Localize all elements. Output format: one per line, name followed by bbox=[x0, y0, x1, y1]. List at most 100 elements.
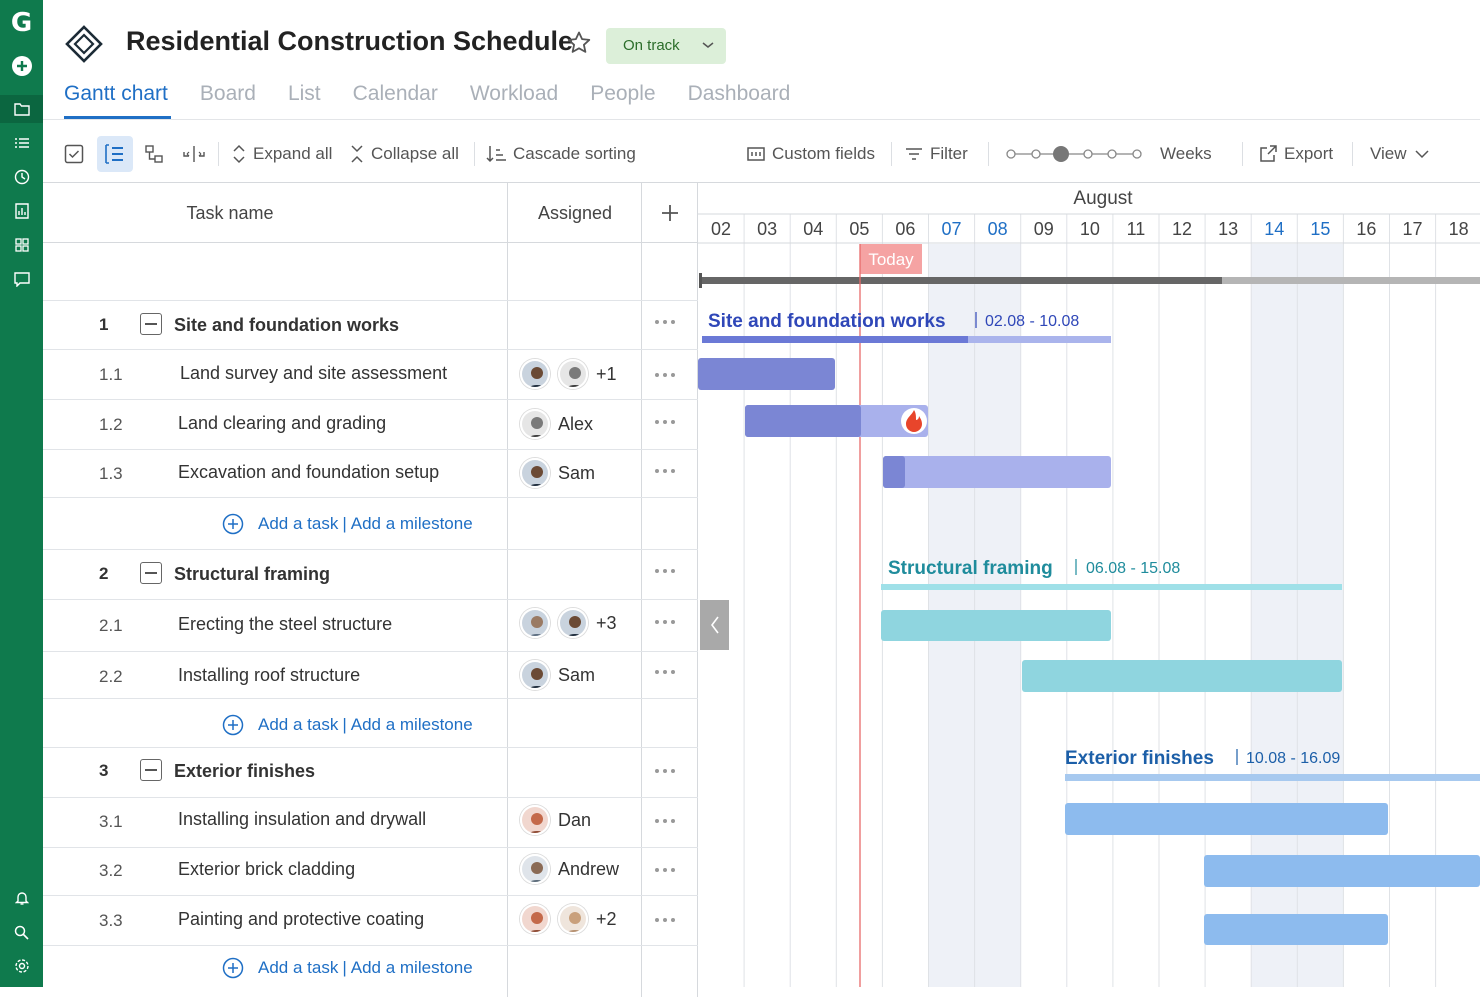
row-menu-button[interactable] bbox=[655, 916, 683, 924]
task-name[interactable]: Exterior brick cladding bbox=[178, 859, 356, 879]
link-separator: | bbox=[342, 958, 347, 977]
assignees[interactable]: Sam bbox=[520, 659, 595, 691]
day-label: 04 bbox=[803, 219, 823, 239]
row-separator bbox=[43, 651, 698, 652]
search-icon[interactable] bbox=[0, 918, 43, 946]
reports-icon[interactable] bbox=[0, 197, 43, 225]
favorite-star-icon[interactable] bbox=[566, 30, 592, 56]
add-column-button[interactable] bbox=[642, 183, 698, 243]
assignees[interactable]: Andrew bbox=[520, 853, 619, 885]
avatar bbox=[520, 458, 550, 488]
row-menu-button[interactable] bbox=[655, 817, 683, 825]
wbs-icon[interactable] bbox=[97, 136, 133, 172]
task-name[interactable]: Installing insulation and drywall bbox=[178, 809, 427, 829]
row-menu-button[interactable] bbox=[655, 567, 683, 575]
tab-board[interactable]: Board bbox=[199, 82, 256, 105]
collapse-grid-handle[interactable] bbox=[700, 600, 729, 650]
custom-fields-button[interactable]: Custom fields bbox=[746, 136, 875, 172]
assignees[interactable]: Sam bbox=[520, 457, 595, 489]
projects-icon[interactable] bbox=[0, 95, 43, 123]
row-menu-button[interactable] bbox=[655, 767, 683, 775]
group-name[interactable]: Structural framing bbox=[174, 564, 331, 584]
assignees[interactable]: +1 bbox=[520, 358, 617, 390]
select-checkbox-icon[interactable] bbox=[56, 136, 92, 172]
task-bar[interactable] bbox=[1022, 660, 1342, 692]
task-name[interactable]: Excavation and foundation setup bbox=[178, 462, 440, 482]
add-milestone-link[interactable]: Add a milestone bbox=[350, 958, 473, 977]
export-label: Export bbox=[1284, 144, 1334, 163]
row-menu-button[interactable] bbox=[655, 371, 683, 379]
task-name[interactable]: Painting and protective coating bbox=[178, 909, 425, 929]
export-button[interactable]: Export bbox=[1258, 136, 1333, 172]
task-bar[interactable] bbox=[1204, 855, 1480, 887]
add-circle-icon[interactable] bbox=[222, 957, 244, 979]
column-divider bbox=[641, 183, 642, 997]
row-menu-button[interactable] bbox=[655, 418, 683, 426]
task-name[interactable]: Land survey and site assessment bbox=[180, 363, 448, 383]
app-rail: G bbox=[0, 0, 43, 987]
add-task-link[interactable]: Add a task bbox=[258, 514, 339, 533]
row-menu-button[interactable] bbox=[655, 467, 683, 475]
tab-people[interactable]: People bbox=[590, 82, 656, 105]
chat-icon[interactable] bbox=[0, 265, 43, 293]
add-task-link[interactable]: Add a task bbox=[258, 715, 339, 734]
tab-list[interactable]: List bbox=[287, 82, 321, 105]
expand-all-button[interactable]: Expand all bbox=[231, 136, 332, 172]
day-label: 14 bbox=[1264, 219, 1284, 239]
task-bar[interactable] bbox=[1065, 803, 1388, 835]
hierarchy-icon[interactable] bbox=[136, 136, 172, 172]
row-separator bbox=[43, 698, 698, 699]
assignees[interactable]: Dan bbox=[520, 804, 591, 836]
tab-workload[interactable]: Workload bbox=[469, 82, 559, 105]
zoom-slider-track[interactable] bbox=[1004, 144, 1144, 164]
cascade-sorting-button[interactable]: Cascade sorting bbox=[485, 136, 636, 172]
add-circle-icon[interactable] bbox=[222, 513, 244, 535]
collapse-all-button[interactable]: Collapse all bbox=[349, 136, 459, 172]
row-menu-button[interactable] bbox=[655, 866, 683, 874]
tab-dashboard[interactable]: Dashboard bbox=[687, 82, 791, 105]
task-name[interactable]: Erecting the steel structure bbox=[178, 614, 393, 634]
add-milestone-link[interactable]: Add a milestone bbox=[350, 715, 473, 734]
group-name[interactable]: Exterior finishes bbox=[174, 761, 316, 781]
task-name[interactable]: Installing roof structure bbox=[178, 665, 361, 685]
column-header-task-name[interactable]: Task name bbox=[186, 202, 274, 223]
task-bar[interactable] bbox=[1204, 914, 1388, 945]
gantt-group-range: 02.08 - 10.08 bbox=[985, 313, 1079, 330]
assignees[interactable]: Alex bbox=[520, 408, 593, 440]
avatar bbox=[558, 359, 588, 389]
task-name[interactable]: Land clearing and grading bbox=[178, 413, 387, 433]
filter-button[interactable]: Filter bbox=[904, 136, 968, 172]
row-menu-button[interactable] bbox=[655, 668, 683, 676]
add-circle-icon[interactable] bbox=[222, 714, 244, 736]
notifications-icon[interactable] bbox=[0, 884, 43, 912]
column-header-assigned[interactable]: Assigned bbox=[537, 202, 613, 223]
collapse-group-button[interactable] bbox=[140, 759, 162, 781]
collapse-group-button[interactable] bbox=[140, 562, 162, 584]
task-bar[interactable] bbox=[698, 358, 835, 390]
expand-icon bbox=[233, 144, 245, 164]
add-task-link[interactable]: Add a task bbox=[258, 958, 339, 977]
zoom-slider[interactable]: Weeks bbox=[1004, 136, 1212, 172]
task-bar[interactable] bbox=[881, 610, 1111, 641]
toolbar-separator bbox=[474, 142, 475, 166]
column-resize-icon[interactable] bbox=[176, 136, 212, 172]
status-dropdown[interactable]: On track bbox=[606, 28, 726, 64]
view-dropdown[interactable]: View bbox=[1370, 136, 1435, 172]
settings-icon[interactable] bbox=[0, 952, 43, 980]
assignees[interactable]: +3 bbox=[520, 607, 617, 639]
row-menu-button[interactable] bbox=[655, 318, 683, 326]
tab-calendar[interactable]: Calendar bbox=[352, 82, 438, 105]
group-name[interactable]: Site and foundation works bbox=[174, 315, 400, 335]
create-icon[interactable] bbox=[0, 52, 43, 80]
time-icon[interactable] bbox=[0, 163, 43, 191]
list-icon[interactable] bbox=[0, 129, 43, 157]
tab-gantt-chart[interactable]: Gantt chart bbox=[64, 80, 171, 120]
assignees[interactable]: +2 bbox=[520, 903, 617, 935]
group-summary-bar bbox=[1065, 774, 1480, 781]
add-milestone-link[interactable]: Add a milestone bbox=[350, 514, 473, 533]
collapse-group-button[interactable] bbox=[140, 313, 162, 335]
task-bar[interactable] bbox=[883, 456, 1111, 488]
apps-icon[interactable] bbox=[0, 231, 43, 259]
row-menu-button[interactable] bbox=[655, 618, 683, 626]
app-logo[interactable]: G bbox=[10, 8, 33, 38]
